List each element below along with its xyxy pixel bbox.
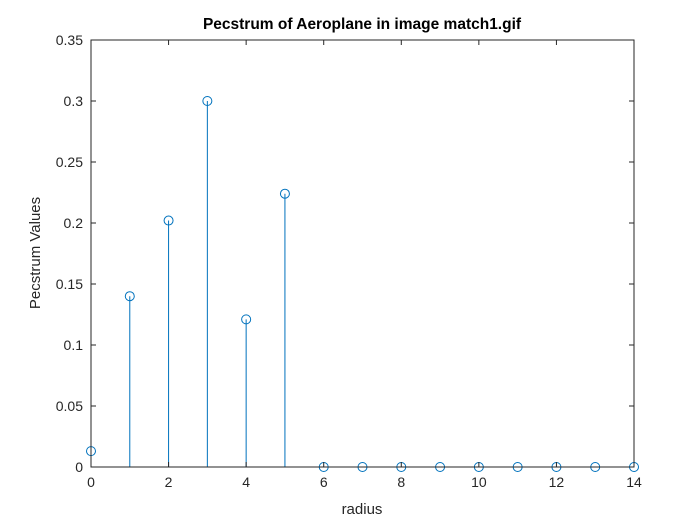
x-axis-label: radius — [342, 501, 383, 518]
x-tick-label: 14 — [626, 474, 642, 490]
stem-marker — [163, 215, 174, 226]
chart-title: Pecstrum of Aeroplane in image match1.gi… — [203, 16, 522, 33]
plot-background — [91, 40, 634, 467]
y-tick-label: 0.1 — [64, 337, 84, 353]
y-tick-label: 0 — [75, 459, 83, 475]
axes-box — [90, 39, 635, 468]
y-tick-label: 0.25 — [56, 154, 83, 170]
stem-marker — [202, 96, 213, 106]
y-tick-label: 0.3 — [64, 93, 84, 109]
stem-marker — [241, 314, 252, 325]
tick-group: 0 2 4 6 8 10 12 14 0 0.05 0.1 0.15 0.2 0.25 0.3 0.35 — [56, 32, 642, 490]
y-tick-label: 0.15 — [56, 276, 83, 292]
x-tick-label: 8 — [397, 474, 405, 490]
y-tick-label: 0.35 — [56, 32, 83, 48]
x-tick-label: 0 — [87, 474, 95, 490]
x-tick-label: 10 — [471, 474, 487, 490]
x-tick-label: 12 — [549, 474, 565, 490]
stem-marker — [279, 188, 290, 199]
y-tick-label: 0.05 — [56, 398, 83, 414]
y-axis-label: Pecstrum Values — [27, 197, 44, 309]
y-tick-label: 0.2 — [64, 215, 84, 231]
stem-marker — [124, 291, 135, 302]
x-tick-label: 6 — [320, 474, 328, 490]
x-tick-label: 2 — [165, 474, 173, 490]
x-tick-label: 4 — [242, 474, 250, 490]
